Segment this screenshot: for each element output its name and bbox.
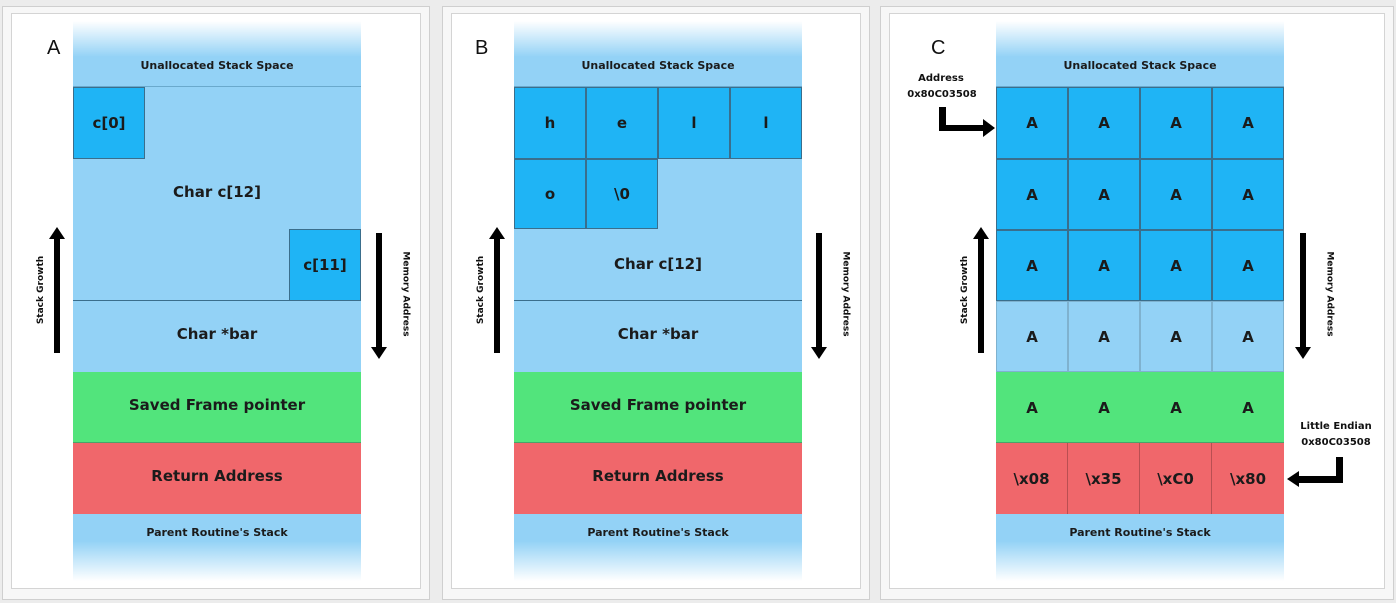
stack-growth-label: Stack Growth xyxy=(36,255,47,325)
return-byte-cell: \xC0 xyxy=(1140,443,1212,514)
char-cell-null: \0 xyxy=(586,159,658,229)
char-bar-label: Char *bar xyxy=(176,325,258,343)
panel-letter: C xyxy=(931,37,946,59)
byte-cell: A xyxy=(1140,301,1212,372)
address-label: Address xyxy=(918,73,964,84)
memory-address-arrow-icon xyxy=(811,233,827,359)
byte-cell: A xyxy=(1212,87,1284,159)
top-fade xyxy=(514,21,802,57)
byte-cell: A xyxy=(1068,159,1140,230)
char-bar-slot: Char *bar xyxy=(73,301,361,372)
byte-cell: A xyxy=(1140,230,1212,301)
saved-frame-pointer-overwritten-row: A A A A xyxy=(996,372,1284,443)
stack-diagram: Unallocated Stack Space h e l l o \0 Cha… xyxy=(514,21,802,581)
byte-cell: A xyxy=(1098,398,1110,417)
c11-cell: c[11] xyxy=(289,229,361,301)
byte-cell: A xyxy=(1170,398,1182,417)
panel-a: A Unallocated Stack Space c[0] Char c[12… xyxy=(2,6,430,600)
byte-cell: A xyxy=(1212,159,1284,230)
memory-address-arrow-icon xyxy=(371,233,387,359)
stack-diagram: Unallocated Stack Space c[0] Char c[12] … xyxy=(73,21,361,581)
char-array-label: Char c[12] xyxy=(173,183,261,201)
stack-diagram: Unallocated Stack Space A A A A A A A A … xyxy=(996,21,1284,581)
byte-cell: A xyxy=(1140,159,1212,230)
stack-growth-label: Stack Growth xyxy=(476,255,487,325)
return-byte-cell: \x35 xyxy=(1068,443,1140,514)
panel-letter: B xyxy=(475,37,489,59)
return-address-overwritten-row: \x08 \x35 \xC0 \x80 xyxy=(996,443,1284,514)
byte-cell: A xyxy=(1068,230,1140,301)
byte-cell: A xyxy=(1026,398,1038,417)
char-bar-slot: Char *bar xyxy=(514,301,802,372)
buffer-row-2: A A A A xyxy=(996,159,1284,230)
char-cell-l: l xyxy=(730,87,802,159)
little-endian-pointer-arrow-icon xyxy=(1287,457,1343,487)
return-address-label: Return Address xyxy=(151,467,283,485)
byte-cell: A xyxy=(1068,87,1140,159)
little-endian-label: Little Endian xyxy=(1300,421,1372,432)
byte-cell: A xyxy=(1212,301,1284,372)
saved-frame-pointer-label: Saved Frame pointer xyxy=(128,396,306,414)
panel-c: C Unallocated Stack Space A A A A A A A … xyxy=(880,6,1394,600)
stack-growth-arrow-icon xyxy=(49,227,65,353)
char-array-region: c[0] Char c[12] c[11] xyxy=(73,87,361,301)
address-value: 0x80C03508 xyxy=(907,89,977,100)
memory-address-label: Memory Address xyxy=(400,251,411,337)
byte-cell: A xyxy=(1140,87,1212,159)
char-bar-overwritten-row: A A A A xyxy=(996,301,1284,372)
byte-cell: A xyxy=(1242,398,1254,417)
return-address-label: Return Address xyxy=(592,467,724,485)
byte-cell: A xyxy=(1212,230,1284,301)
parent-routine-label: Parent Routine's Stack xyxy=(587,526,729,539)
byte-cell: A xyxy=(1068,301,1140,372)
stack-growth-arrow-icon xyxy=(973,227,989,353)
return-byte-cell: \x80 xyxy=(1229,469,1267,488)
unallocated-label: Unallocated Stack Space xyxy=(581,59,735,72)
stack-growth-label: Stack Growth xyxy=(960,255,971,325)
panel-letter: A xyxy=(47,37,61,59)
unallocated-label: Unallocated Stack Space xyxy=(140,59,294,72)
address-pointer-arrow-icon xyxy=(939,107,995,137)
byte-cell: A xyxy=(996,87,1068,159)
parent-routine-label: Parent Routine's Stack xyxy=(1069,526,1211,539)
byte-cell: A xyxy=(996,301,1068,372)
bottom-fade xyxy=(73,541,361,581)
parent-routine-label: Parent Routine's Stack xyxy=(146,526,288,539)
return-byte-cell: \x08 xyxy=(996,443,1068,514)
byte-cell: A xyxy=(996,230,1068,301)
memory-address-label: Memory Address xyxy=(840,251,851,337)
c0-cell: c[0] xyxy=(73,87,145,159)
top-fade xyxy=(73,21,361,57)
char-array-region: h e l l o \0 Char c[12] xyxy=(514,87,802,301)
top-fade xyxy=(996,21,1284,57)
bottom-fade xyxy=(514,541,802,581)
char-cell-h: h xyxy=(514,87,586,159)
return-address-slot: Return Address xyxy=(514,443,802,514)
stack-growth-arrow-icon xyxy=(489,227,505,353)
byte-cell: A xyxy=(996,159,1068,230)
char-array-label: Char c[12] xyxy=(614,255,702,273)
buffer-row-3: A A A A xyxy=(996,230,1284,301)
char-cell-l: l xyxy=(658,87,730,159)
char-cell-o: o xyxy=(514,159,586,229)
buffer-row-1: A A A A xyxy=(996,87,1284,159)
little-endian-value: 0x80C03508 xyxy=(1301,437,1371,448)
saved-frame-pointer-label: Saved Frame pointer xyxy=(569,396,747,414)
char-cell-e: e xyxy=(586,87,658,159)
panel-b: B Unallocated Stack Space h e l l o \0 C… xyxy=(442,6,870,600)
char-bar-label: Char *bar xyxy=(617,325,699,343)
memory-address-label: Memory Address xyxy=(1324,251,1335,337)
bottom-fade xyxy=(996,541,1284,581)
saved-frame-pointer-slot: Saved Frame pointer xyxy=(73,372,361,443)
saved-frame-pointer-slot: Saved Frame pointer xyxy=(514,372,802,443)
unallocated-label: Unallocated Stack Space xyxy=(1063,59,1217,72)
memory-address-arrow-icon xyxy=(1295,233,1311,359)
return-address-slot: Return Address xyxy=(73,443,361,514)
